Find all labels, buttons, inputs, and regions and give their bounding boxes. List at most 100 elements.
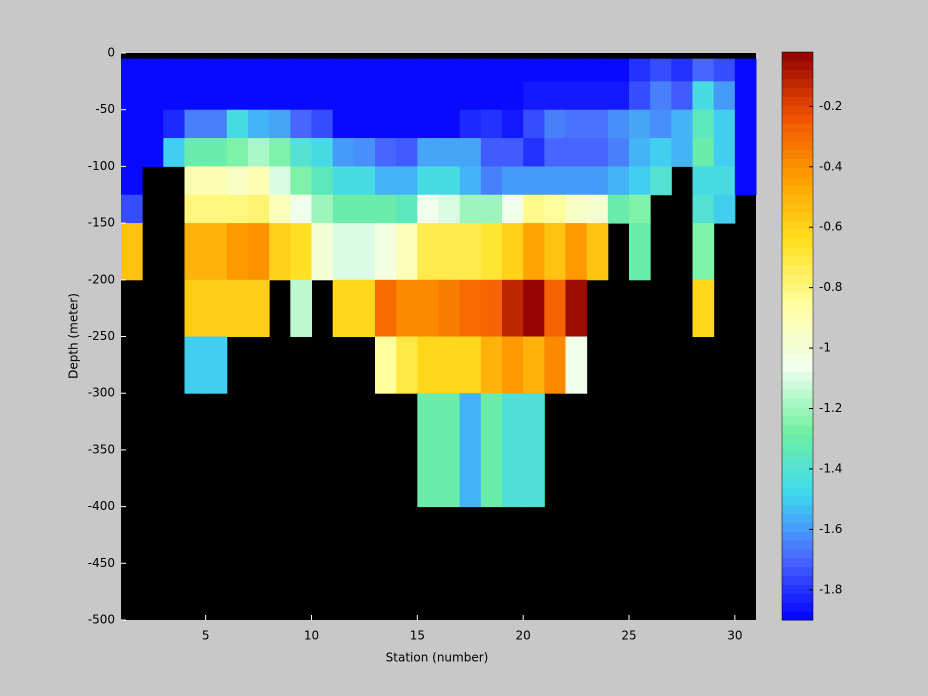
heat-cell — [290, 138, 312, 167]
colorbar-swatch — [782, 611, 813, 621]
x-tick-label: 30 — [727, 629, 742, 643]
colorbar-tick-label: -0.6 — [819, 220, 842, 234]
y-tick-label: -400 — [88, 499, 115, 513]
colorbar-swatch — [782, 194, 813, 204]
heat-cell — [480, 223, 503, 281]
heat-cell — [671, 58, 693, 82]
heat-cell — [332, 138, 355, 167]
colorbar-tick-label: -0.8 — [819, 280, 842, 294]
heat-cell — [121, 166, 143, 196]
heat-cell — [396, 81, 418, 111]
heat-cell — [396, 336, 418, 394]
colorbar-swatch — [782, 158, 813, 168]
colorbar-swatch — [782, 265, 813, 275]
heat-cell — [353, 81, 376, 111]
heat-cell — [353, 194, 376, 224]
heat-cell — [607, 166, 630, 196]
heat-cell — [290, 166, 312, 196]
heat-cell — [396, 194, 418, 224]
colorbar-swatch — [782, 131, 813, 142]
heat-cell — [311, 58, 334, 82]
y-tick-label: -200 — [88, 272, 115, 286]
heat-cell — [163, 58, 185, 82]
heat-cell — [502, 279, 524, 337]
colorbar-swatch — [782, 415, 813, 426]
colorbar-swatch — [782, 327, 813, 337]
heat-cell — [734, 58, 757, 82]
heat-cell — [671, 81, 693, 111]
heat-cell — [375, 166, 397, 196]
heat-cell — [502, 58, 524, 82]
heat-cell — [544, 194, 566, 224]
heat-cell — [417, 109, 439, 139]
heat-cell — [459, 336, 482, 394]
heat-cell — [332, 109, 355, 139]
heat-cell — [205, 223, 228, 281]
heat-cell — [480, 109, 503, 139]
heat-cell — [523, 393, 545, 508]
colorbar-swatch — [782, 167, 813, 177]
heat-cell — [629, 81, 651, 111]
y-tick-label: -100 — [88, 159, 115, 173]
heat-cell — [121, 58, 143, 82]
heat-cell — [375, 109, 397, 139]
heat-cell — [226, 166, 249, 196]
heat-cell — [692, 223, 715, 281]
colorbar-swatch — [782, 114, 813, 124]
colorbar-swatch — [782, 52, 813, 62]
colorbar-swatch — [782, 353, 813, 364]
colorbar-swatch — [782, 469, 813, 479]
heat-cell — [459, 279, 482, 337]
heat-cell — [502, 223, 524, 281]
heat-cell — [184, 138, 207, 167]
colorbar-swatch — [782, 549, 813, 559]
heat-cell — [184, 58, 207, 82]
colorbar-tick-label: -1.2 — [819, 401, 842, 415]
heat-cell — [332, 223, 355, 281]
heat-cell — [629, 109, 651, 139]
heat-cell — [459, 194, 482, 224]
heat-cell — [586, 194, 609, 224]
colorbar-swatch — [782, 460, 813, 470]
colorbar-swatch — [782, 220, 813, 230]
heat-cell — [502, 336, 524, 394]
colorbar-tick-label: -0.2 — [819, 99, 842, 113]
heat-cell — [586, 138, 609, 167]
heat-cell — [565, 336, 588, 394]
heat-cell — [375, 223, 397, 281]
heat-cell — [121, 81, 143, 111]
heat-cell — [650, 58, 672, 82]
heat-cell — [671, 109, 693, 139]
heat-cell — [586, 223, 609, 281]
heat-cell — [269, 138, 291, 167]
heat-cell — [523, 109, 545, 139]
y-tick-label: -350 — [88, 442, 115, 456]
y-tick-label: 0 — [107, 46, 115, 60]
heat-cell — [248, 109, 270, 139]
heat-cell — [459, 109, 482, 139]
heat-cell — [226, 223, 249, 281]
heat-cell — [523, 194, 545, 224]
heat-cell — [417, 194, 439, 224]
heat-cell — [502, 81, 524, 111]
heat-cell — [353, 58, 376, 82]
heat-cell — [142, 58, 164, 82]
colorbar-swatch — [782, 185, 813, 195]
colorbar-swatch — [782, 557, 813, 568]
heat-cell — [629, 194, 651, 224]
colorbar-swatch — [782, 60, 813, 71]
heat-cell — [184, 194, 207, 224]
heat-cell — [607, 194, 630, 224]
heat-cell — [523, 138, 545, 167]
colorbar-swatch — [782, 380, 813, 390]
heat-cell — [375, 81, 397, 111]
heat-cell — [438, 223, 461, 281]
heat-cell — [332, 58, 355, 82]
heat-cell — [248, 194, 270, 224]
heat-cell — [480, 166, 503, 196]
colorbar-swatch — [782, 238, 813, 248]
colorbar-swatch — [782, 202, 813, 213]
heat-cell — [311, 166, 334, 196]
heat-cell — [248, 138, 270, 167]
heat-cell — [544, 279, 566, 337]
